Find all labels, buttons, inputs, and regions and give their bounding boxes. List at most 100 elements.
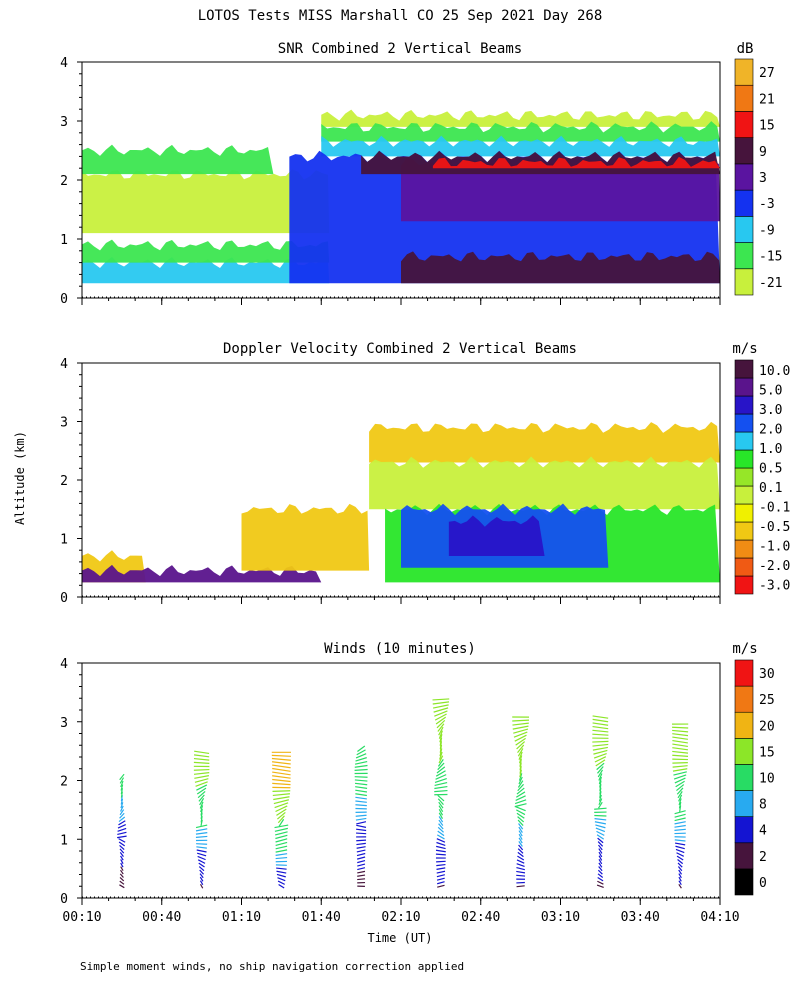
colorbar-swatch [734, 711, 754, 739]
wind-barb [197, 855, 206, 861]
wind-barb [356, 832, 367, 835]
doppler-colorbar-unit: m/s [732, 341, 757, 357]
wind-barb [672, 736, 688, 740]
wind-barb [592, 740, 609, 743]
wind-barb [275, 841, 288, 847]
winds-panel: Winds (10 minutes) m/s Time (UT) 0123400… [60, 641, 774, 945]
wind-barb [277, 877, 286, 882]
colorbar-swatch [734, 111, 754, 138]
wind-barb [674, 810, 686, 815]
wind-barb [118, 841, 126, 847]
wind-barb [277, 880, 285, 885]
wind-barb [117, 824, 127, 829]
wind-barb [195, 835, 208, 838]
wind-barb [120, 798, 124, 805]
y-tick-label: 3 [60, 416, 68, 431]
wind-barb [197, 859, 206, 864]
wind-barb [432, 698, 450, 701]
colorbar-label: 1.0 [759, 442, 782, 457]
x-tick-label: 03:10 [541, 910, 580, 925]
y-tick-label: 1 [60, 233, 68, 248]
wind-barb [277, 815, 285, 824]
wind-barb [120, 862, 124, 868]
wind-barb [515, 806, 526, 812]
wind-barb [272, 764, 291, 769]
wind-barb [193, 754, 210, 758]
wind-barb [433, 707, 449, 713]
wind-barb [438, 816, 444, 823]
wind-barb [120, 859, 124, 864]
wind-barb [674, 813, 686, 818]
wind-barb [275, 831, 288, 836]
colorbar-swatch [734, 137, 754, 165]
wind-barb [673, 771, 687, 776]
wind-barb [596, 834, 605, 840]
wind-barb [357, 870, 366, 874]
heatmap-cell [448, 515, 545, 557]
wind-barb [198, 862, 205, 868]
wind-barb [278, 818, 285, 827]
y-tick-label: 1 [60, 833, 68, 848]
page-title: LOTOS Tests MISS Marshall CO 25 Sep 2021… [198, 8, 603, 24]
wind-barb [512, 719, 530, 722]
colorbar-swatch [734, 449, 754, 469]
wind-barb [595, 824, 606, 829]
heatmap-cell [82, 564, 322, 583]
wind-barb [518, 833, 523, 840]
wind-barb [198, 794, 205, 802]
wind-barb [672, 754, 689, 757]
wind-barb [438, 755, 444, 764]
wind-barb [438, 805, 444, 812]
wind-barb [513, 728, 529, 734]
wind-barb [518, 773, 523, 781]
wind-barb [356, 749, 366, 756]
colorbar-label: -15 [759, 250, 782, 265]
colorbar-label: 2 [759, 850, 767, 865]
wind-barb [437, 759, 444, 767]
y-tick-label: 2 [60, 474, 68, 489]
wind-barb [355, 804, 367, 807]
wind-barb [355, 814, 367, 817]
wind-barb [594, 821, 606, 825]
wind-barb [196, 787, 207, 795]
wind-barb [278, 883, 285, 889]
wind-barb [119, 809, 125, 816]
y-tick-label: 3 [60, 716, 68, 731]
wind-barb [355, 789, 368, 793]
wind-barb [272, 793, 291, 797]
wind-barb [514, 799, 527, 805]
wind-barb [678, 798, 682, 806]
wind-barb [674, 817, 686, 822]
colorbar-swatch [734, 816, 754, 844]
wind-barb [436, 838, 446, 843]
colorbar-swatch [734, 485, 754, 505]
wind-barb [438, 726, 444, 736]
wind-barb [678, 794, 683, 802]
wind-barb [518, 755, 523, 764]
wind-barb [196, 846, 207, 849]
colorbar-swatch [734, 575, 754, 595]
wind-barb [436, 860, 446, 863]
wind-barb [355, 817, 367, 821]
wind-barb [598, 858, 603, 865]
wind-barb [434, 781, 448, 787]
wind-barb [276, 808, 287, 816]
wind-barb [594, 818, 607, 821]
heatmap-cell [369, 456, 720, 510]
colorbar-swatch [734, 189, 754, 217]
snr-panel: SNR Combined 2 Vertical Beams dB 0 1 2 3 4 27… [60, 41, 782, 307]
wind-barb [516, 859, 525, 864]
wind-barb [598, 851, 603, 858]
wind-barb [516, 885, 525, 888]
wind-barb [194, 778, 209, 783]
wind-barb [675, 848, 685, 854]
wind-barb [274, 802, 289, 809]
colorbar-swatch [734, 242, 754, 270]
wind-barb [672, 750, 689, 754]
y-axis-label: Altitude (km) [13, 431, 27, 525]
colorbar-label: 30 [759, 667, 775, 682]
colorbar-label: -2.0 [759, 559, 790, 574]
wind-barb [117, 827, 127, 832]
wind-barb [275, 805, 288, 813]
